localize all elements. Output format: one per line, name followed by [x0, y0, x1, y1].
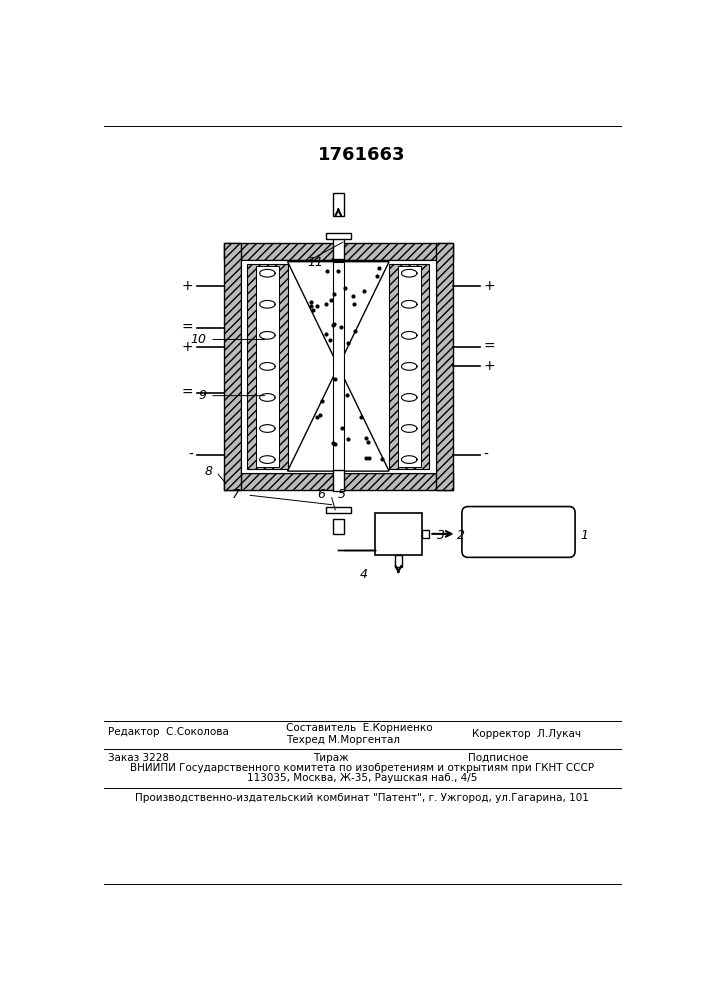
- Text: -: -: [188, 448, 193, 462]
- Text: +: +: [182, 340, 193, 354]
- Text: 5: 5: [338, 488, 346, 501]
- Bar: [326, 233, 351, 239]
- Text: 6: 6: [317, 488, 325, 501]
- Text: 8: 8: [204, 465, 212, 478]
- Text: =: =: [182, 321, 193, 335]
- Text: +: +: [182, 279, 193, 293]
- Bar: [224, 473, 452, 490]
- Text: 113035, Москва, Ж-35, Раушская наб., 4/5: 113035, Москва, Ж-35, Раушская наб., 4/5: [247, 773, 477, 783]
- Text: =: =: [182, 386, 193, 400]
- Text: 9: 9: [198, 389, 206, 402]
- Bar: [333, 262, 344, 471]
- Text: Производственно-издательский комбинат "Патент", г. Ужгород, ул.Гагарина, 101: Производственно-издательский комбинат "П…: [135, 793, 589, 803]
- Text: 2: 2: [457, 529, 464, 542]
- Text: Подписное: Подписное: [468, 753, 529, 763]
- Bar: [375, 513, 421, 555]
- Bar: [333, 519, 344, 534]
- Text: 1761663: 1761663: [318, 146, 406, 164]
- Text: 11: 11: [307, 256, 323, 269]
- Bar: [224, 243, 452, 260]
- Text: Техред М.Моргентал: Техред М.Моргентал: [286, 735, 400, 745]
- Text: Тираж: Тираж: [313, 753, 349, 763]
- Bar: [389, 264, 429, 469]
- Text: Составитель  Е.Корниенко: Составитель Е.Корниенко: [286, 723, 433, 733]
- Text: Заказ 3228: Заказ 3228: [107, 753, 169, 763]
- Text: =: =: [484, 340, 495, 354]
- Text: -: -: [484, 448, 489, 462]
- FancyBboxPatch shape: [462, 507, 575, 557]
- Text: Корректор  Л.Лукач: Корректор Л.Лукач: [472, 729, 581, 739]
- Text: 3: 3: [437, 529, 445, 542]
- Bar: [333, 470, 344, 491]
- Text: +: +: [484, 359, 495, 373]
- Text: +: +: [484, 279, 495, 293]
- Bar: [247, 264, 288, 469]
- Bar: [395, 555, 402, 567]
- Text: 4: 4: [359, 568, 368, 581]
- Text: 10: 10: [190, 333, 206, 346]
- Text: 7: 7: [231, 488, 240, 501]
- Bar: [224, 243, 241, 490]
- Text: Редактор  С.Соколова: Редактор С.Соколова: [107, 727, 228, 737]
- Text: 1: 1: [580, 529, 588, 542]
- Polygon shape: [288, 366, 389, 471]
- Polygon shape: [288, 262, 389, 366]
- Bar: [436, 243, 452, 490]
- Bar: [397, 266, 421, 467]
- Bar: [326, 507, 351, 513]
- Bar: [241, 260, 436, 473]
- Bar: [421, 530, 429, 538]
- Bar: [256, 266, 279, 467]
- Bar: [333, 235, 344, 259]
- Bar: [333, 193, 344, 216]
- Text: ВНИИПИ Государственного комитета по изобретениям и открытиям при ГКНТ СССР: ВНИИПИ Государственного комитета по изоб…: [130, 763, 594, 773]
